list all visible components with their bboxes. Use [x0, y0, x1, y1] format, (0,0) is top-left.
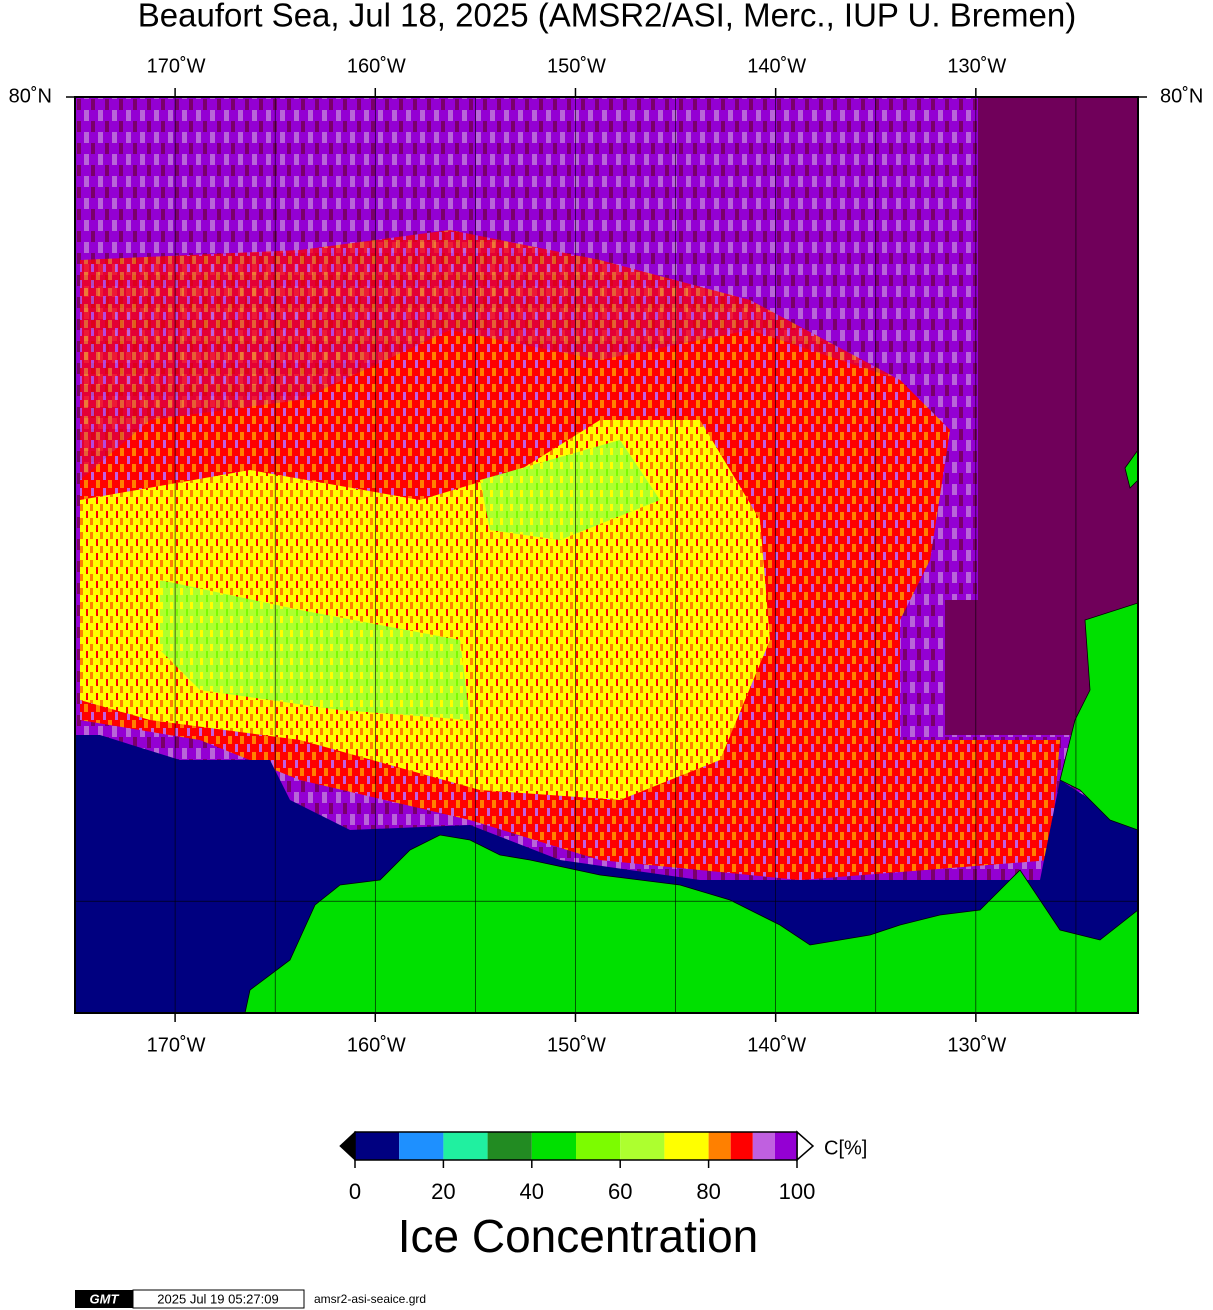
colorbar-segment [774, 1132, 797, 1160]
map-frame [74, 96, 1139, 1014]
colorbar-segment [399, 1132, 444, 1160]
map-axes: 170˚W 170˚W 160˚W 160˚W 150˚W 150˚W 140˚W 140˚W… [9, 55, 1204, 1056]
land-banks-island [1059, 602, 1138, 831]
colorbar-segment [620, 1132, 665, 1160]
timestamp-box [132, 1289, 305, 1309]
filename: amsr2-asi-seaice.grd [314, 1292, 426, 1306]
x-tick-label-bottom: 150˚W [547, 1034, 606, 1056]
colorbar-tick-label: 20 [431, 1179, 455, 1204]
colorbar: C[%] Ice Concentration 0 20 40 60 80 100 [339, 1130, 867, 1262]
x-tick-label-top: 150˚W [547, 55, 606, 77]
y-tick-label-right: 80˚N [1160, 85, 1203, 107]
timestamp: 2025 Jul 19 05:27:09 [157, 1291, 278, 1306]
map-image [75, 97, 1138, 1013]
sea-ice-dense [945, 97, 1138, 735]
graticule [75, 97, 1138, 1013]
colorbar-unit: C[%] [824, 1137, 867, 1159]
colorbar-segment [443, 1132, 488, 1160]
sea-ice-sparse [480, 440, 660, 540]
colorbar-segment [730, 1132, 753, 1160]
logo-box [75, 1290, 133, 1308]
colorbar-segment [664, 1132, 709, 1160]
colorbar-segment [708, 1132, 731, 1160]
colorbar-tick-label: 40 [520, 1179, 544, 1204]
y-tick-label-left: 80˚N [9, 85, 52, 107]
colorbar-tick-label: 60 [608, 1179, 632, 1204]
colorbar-segment [355, 1132, 400, 1160]
x-tick-label-bottom: 170˚W [147, 1034, 206, 1056]
colorbar-tick-label: 80 [696, 1179, 720, 1204]
x-tick-label-top: 130˚W [947, 55, 1006, 77]
colorbar-segment [487, 1132, 532, 1160]
footer: GMT 2025 Jul 19 05:27:09 amsr2-asi-seaic… [75, 1289, 426, 1309]
logo: GMT [90, 1291, 120, 1306]
x-tick-label-bottom: 130˚W [947, 1034, 1006, 1056]
colorbar-under-arrow [339, 1130, 356, 1162]
x-tick-label-bottom: 140˚W [747, 1034, 806, 1056]
colorbar-tick-label: 0 [349, 1179, 361, 1204]
x-tick-label-top: 160˚W [347, 55, 406, 77]
land-alaska-canada [244, 834, 1138, 1013]
land-island [1124, 449, 1138, 489]
colorbar-segment [531, 1132, 576, 1160]
colorbar-over-arrow [796, 1130, 815, 1162]
colorbar-label: Ice Concentration [398, 1210, 759, 1262]
colorbar-frame [354, 1131, 798, 1161]
x-tick-label-top: 170˚W [147, 55, 206, 77]
colorbar-tick-label: 100 [779, 1179, 816, 1204]
colorbar-segment [576, 1132, 621, 1160]
x-tick-label-bottom: 160˚W [347, 1034, 406, 1056]
map-title: Beaufort Sea, Jul 18, 2025 (AMSR2/ASI, M… [138, 0, 1076, 34]
x-tick-label-top: 140˚W [747, 55, 806, 77]
sea-ice-sparse [160, 580, 470, 720]
colorbar-segment [752, 1132, 775, 1160]
